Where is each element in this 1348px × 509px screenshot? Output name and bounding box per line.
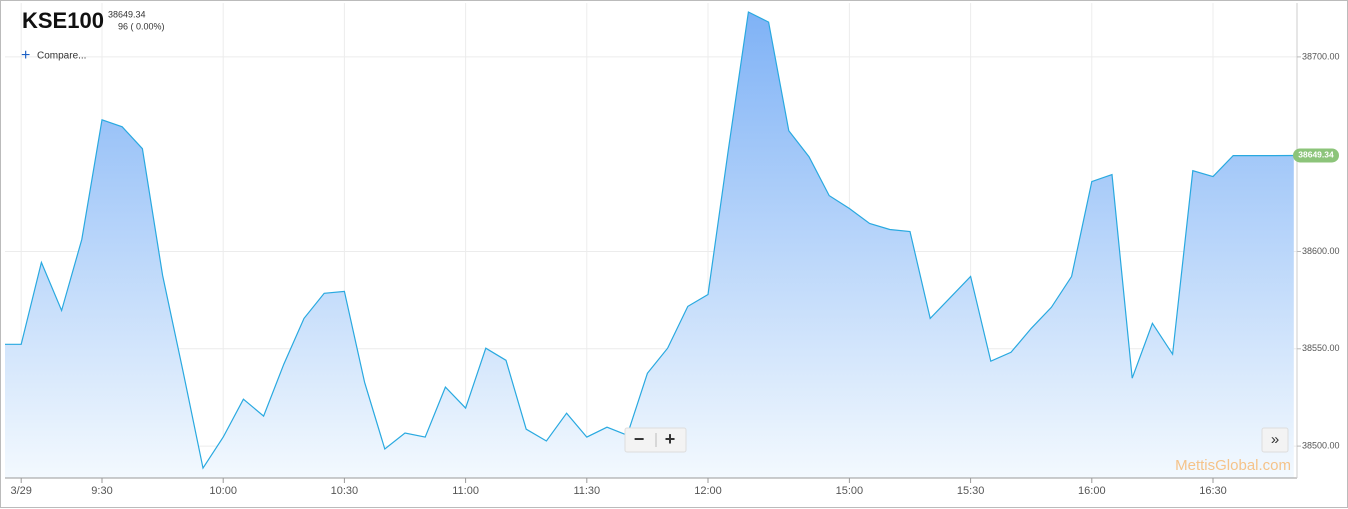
x-tick-label: 16:00: [1078, 485, 1106, 497]
change: 96 ( 0.00%): [118, 21, 165, 31]
x-tick-label: 11:30: [573, 485, 600, 497]
x-tick-label: 15:30: [957, 485, 985, 497]
compare-icon[interactable]: +: [21, 47, 30, 64]
x-tick-label: 15:00: [836, 485, 864, 497]
x-tick-label: 10:30: [331, 485, 359, 497]
watermark: MettisGlobal.com: [1175, 457, 1291, 474]
x-tick-label: 11:00: [452, 485, 479, 497]
zoom-out[interactable]: −: [634, 429, 645, 449]
last-value-label: 38649.34: [1298, 150, 1334, 160]
price: 38649.34: [108, 9, 146, 19]
x-tick-label: 12:00: [694, 485, 722, 497]
compare-button[interactable]: Compare...: [37, 51, 86, 62]
y-tick-label: 38550.00: [1302, 343, 1340, 353]
y-tick-label: 38600.00: [1302, 246, 1340, 256]
zoom-control: − +: [624, 427, 687, 453]
line: [5, 11, 1294, 470]
area: [5, 12, 1294, 478]
scroll-end-button[interactable]: [1261, 427, 1289, 453]
symbol: KSE100: [22, 8, 104, 33]
scroll-end-icon[interactable]: »: [1271, 431, 1279, 448]
x-tick-label: 9:30: [91, 485, 112, 497]
plot: [5, 11, 1294, 478]
x-tick-label: 3/29: [10, 485, 31, 497]
zoom-in[interactable]: +: [665, 429, 676, 449]
x-tick-label: 10:00: [209, 485, 237, 497]
y-tick-label: 38700.00: [1302, 51, 1340, 61]
last-value-badge: [1293, 148, 1339, 163]
y-tick-label: 38500.00: [1302, 440, 1340, 450]
x-tick-label: 16:30: [1199, 485, 1227, 497]
